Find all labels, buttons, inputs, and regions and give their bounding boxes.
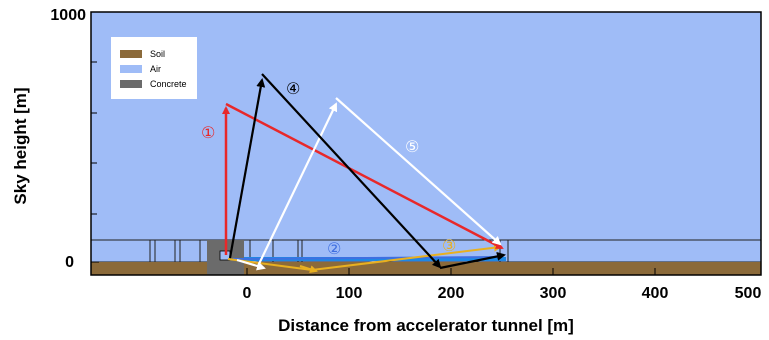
path-label-2: ②	[327, 239, 341, 258]
path-3-yellow	[227, 243, 502, 274]
air-region	[91, 12, 761, 275]
water-strip	[244, 257, 506, 261]
x-tick-label: 0	[243, 285, 252, 302]
path-2-blue	[232, 256, 501, 260]
x-axis-label: Distance from accelerator tunnel [m]	[278, 316, 574, 335]
x-tick-label: 300	[540, 285, 567, 302]
legend-label-soil: Soil	[150, 49, 165, 59]
legend-label-concrete: Concrete	[150, 79, 187, 89]
y-tick-label: 1000	[50, 7, 86, 24]
x-tick-label: 200	[438, 285, 465, 302]
y-tick-marks	[91, 11, 99, 263]
path-4-black	[228, 73, 506, 270]
x-tick-label: 500	[735, 285, 762, 302]
path-label-5: ⑤	[405, 137, 419, 156]
path-1-red	[222, 102, 504, 255]
legend-swatch-air	[120, 65, 142, 73]
legend-swatch-concrete	[120, 80, 142, 88]
x-tick-label: 400	[642, 285, 669, 302]
y-tick-label: 0	[65, 254, 74, 271]
legend: Soil Air Concrete	[111, 37, 197, 99]
legend-swatch-soil	[120, 50, 142, 58]
x-tick-label: 100	[336, 285, 363, 302]
path-5-white	[236, 97, 502, 271]
legend-label-air: Air	[150, 64, 161, 74]
soil-region	[91, 262, 761, 275]
path-label-1: ①	[201, 123, 215, 142]
x-tick-marks	[246, 268, 656, 275]
y-axis-label: Sky height [m]	[11, 87, 30, 204]
path-label-4: ④	[286, 79, 300, 98]
plot-frame	[90, 11, 762, 276]
path-label-3: ③	[442, 236, 456, 255]
